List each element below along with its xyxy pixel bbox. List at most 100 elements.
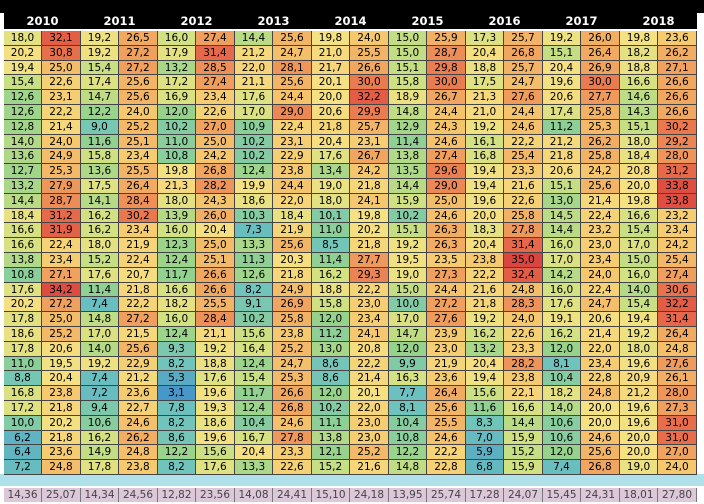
max-temp-cell: 22,9 <box>119 356 158 372</box>
min-temp-cell: 19,4 <box>620 312 658 327</box>
min-temp-cell: 20,2 <box>4 297 42 313</box>
max-temp-cell: 32,4 <box>504 267 543 283</box>
max-temp-cell: 30,0 <box>581 75 620 91</box>
max-temp-cell: 28,0 <box>658 149 697 165</box>
min-temp-cell: 21,2 <box>620 386 658 401</box>
min-temp-cell: 10,2 <box>235 312 273 327</box>
min-temp-cell: 12,0 <box>158 105 196 120</box>
max-temp-cell: 21,1 <box>196 327 235 342</box>
avg-min-cell: 15,45 <box>543 488 581 502</box>
max-temp-cell: 25,8 <box>273 312 312 327</box>
max-temp-cell: 15,6 <box>196 445 235 461</box>
max-temp-cell: 20,0 <box>581 415 620 431</box>
max-temp-cell: 21,9 <box>119 238 158 253</box>
max-temp-cell: 30,0 <box>427 75 466 91</box>
min-temp-cell: 15,4 <box>4 75 42 91</box>
min-temp-cell: 17,0 <box>235 105 273 120</box>
min-temp-cell: 21,2 <box>543 134 581 150</box>
max-temp-cell: 29,0 <box>273 105 312 120</box>
max-temp-cell: 23,4 <box>581 356 620 372</box>
min-temp-cell: 11,4 <box>81 282 119 298</box>
max-temp-cell: 23,4 <box>658 223 697 239</box>
max-temp-cell: 25,9 <box>427 31 466 46</box>
max-temp-cell: 22,4 <box>581 208 620 224</box>
min-temp-cell: 20,4 <box>466 45 504 61</box>
min-temp-cell: 13,2 <box>4 179 42 194</box>
min-temp-cell: 11,3 <box>235 253 273 268</box>
max-temp-cell: 25,6 <box>581 445 620 461</box>
max-temp-cell: 21,8 <box>42 401 81 416</box>
min-temp-cell: 17,3 <box>466 31 504 46</box>
min-temp-cell: 20,0 <box>312 90 350 105</box>
max-temp-cell: 22,4 <box>581 282 620 298</box>
min-temp-cell: 17,2 <box>158 75 196 91</box>
min-temp-cell: 18,0 <box>620 134 658 150</box>
min-temp-cell: 18,2 <box>158 297 196 313</box>
max-temp-cell: 29,0 <box>427 179 466 194</box>
min-temp-cell: 16,2 <box>312 267 350 283</box>
max-temp-cell: 25,0 <box>42 312 81 327</box>
min-temp-cell: 17,8 <box>4 312 42 327</box>
avg-max-cell: 24,31 <box>581 488 620 502</box>
min-temp-cell: 12,2 <box>389 445 427 461</box>
max-temp-cell: 27,3 <box>427 267 466 283</box>
min-temp-cell: 9,0 <box>81 119 119 135</box>
min-temp-cell: 18,0 <box>620 341 658 357</box>
min-temp-cell: 15,4 <box>235 371 273 387</box>
min-temp-cell: 21,1 <box>235 75 273 91</box>
max-temp-cell: 27,6 <box>658 356 697 372</box>
min-temp-cell: 15,4 <box>620 297 658 313</box>
min-temp-cell: 19,4 <box>4 60 42 76</box>
min-temp-cell: 16,7 <box>235 430 273 446</box>
max-temp-cell: 19,6 <box>196 430 235 446</box>
max-temp-cell: 27,1 <box>42 267 81 283</box>
min-temp-cell: 20,0 <box>466 208 504 224</box>
max-temp-cell: 27,4 <box>196 31 235 46</box>
max-temp-cell: 26,0 <box>581 31 620 46</box>
max-temp-cell: 28,7 <box>42 193 81 209</box>
min-temp-cell: 10,8 <box>158 149 196 165</box>
max-temp-cell: 27,9 <box>42 179 81 194</box>
max-temp-cell: 17,6 <box>196 371 235 387</box>
max-temp-cell: 22,8 <box>581 371 620 387</box>
min-temp-cell: 14,2 <box>543 267 581 283</box>
min-temp-cell: 10,9 <box>235 119 273 135</box>
max-temp-cell: 27,2 <box>42 297 81 313</box>
min-temp-cell: 7,4 <box>543 460 581 475</box>
min-temp-cell: 20,2 <box>4 45 42 61</box>
max-temp-cell: 24,0 <box>119 105 158 120</box>
max-temp-cell: 26,8 <box>581 460 620 475</box>
min-temp-cell: 17,6 <box>81 267 119 283</box>
min-temp-cell: 17,0 <box>389 312 427 327</box>
min-temp-cell: 19,8 <box>620 31 658 46</box>
min-temp-cell: 20,4 <box>312 134 350 150</box>
max-temp-cell: 21,6 <box>350 460 389 475</box>
max-temp-cell: 23,0 <box>581 238 620 253</box>
max-temp-cell: 27,2 <box>119 60 158 76</box>
year-header: 2013 <box>235 13 312 29</box>
min-temp-cell: 15,0 <box>389 31 427 46</box>
max-temp-cell: 26,9 <box>273 297 312 313</box>
max-temp-cell: 20,2 <box>350 223 389 239</box>
max-temp-cell: 25,6 <box>119 75 158 91</box>
max-temp-cell: 14,4 <box>504 415 543 431</box>
max-temp-cell: 25,6 <box>427 401 466 416</box>
max-temp-cell: 20,8 <box>350 341 389 357</box>
max-temp-cell: 23,0 <box>350 430 389 446</box>
min-temp-cell: 15,1 <box>389 60 427 76</box>
min-temp-cell: 17,0 <box>620 238 658 253</box>
min-temp-cell: 11,6 <box>81 134 119 150</box>
max-temp-cell: 24,8 <box>504 282 543 298</box>
avg-max-cell: 24,56 <box>119 488 158 502</box>
min-temp-cell: 8,2 <box>158 460 196 475</box>
max-temp-cell: 26,0 <box>196 208 235 224</box>
min-temp-cell: 18,9 <box>389 90 427 105</box>
min-temp-cell: 15,1 <box>620 119 658 135</box>
min-temp-cell: 12,6 <box>4 105 42 120</box>
min-temp-cell: 15,0 <box>389 45 427 61</box>
max-temp-cell: 26,9 <box>581 60 620 76</box>
max-temp-cell: 24,8 <box>42 460 81 475</box>
max-temp-cell: 23,2 <box>581 223 620 239</box>
min-temp-cell: 10,2 <box>312 401 350 416</box>
max-temp-cell: 26,7 <box>427 90 466 105</box>
